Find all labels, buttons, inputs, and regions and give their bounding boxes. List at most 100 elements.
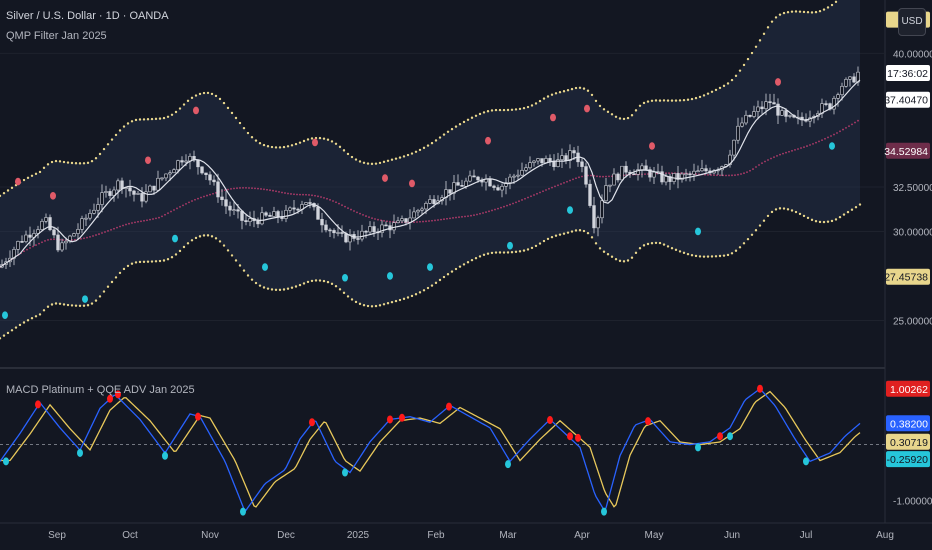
long-ma-dot: [305, 193, 307, 196]
upper-band-dot: [598, 104, 602, 108]
macd-sell-dot: [757, 384, 763, 393]
long-ma-dot: [413, 221, 415, 224]
candle-body: [432, 199, 436, 204]
long-ma-dot: [149, 218, 151, 221]
candle-body: [80, 218, 84, 230]
indicator-title: QMP Filter Jan 2025: [6, 30, 107, 42]
upper-band-dot: [130, 120, 134, 123]
lower-band-dot: [630, 256, 634, 259]
long-ma-dot: [455, 216, 457, 219]
upper-band-dot: [166, 115, 170, 118]
lower-band-dot: [562, 232, 566, 235]
upper-band-dot: [574, 86, 578, 90]
candle-body: [448, 189, 452, 194]
upper-band-dot: [566, 89, 570, 92]
candle-body: [552, 160, 556, 167]
lower-band-dot: [218, 240, 222, 243]
candle-body: [776, 103, 780, 116]
lower-band-dot: [26, 319, 30, 322]
macd-sell-dot: [717, 432, 723, 441]
long-ma-dot: [41, 241, 43, 244]
upper-band-dot: [790, 10, 794, 13]
candle-body: [332, 230, 336, 234]
upper-band-dot: [434, 139, 438, 142]
lower-band-dot: [558, 233, 562, 236]
upper-band-dot: [402, 155, 406, 158]
long-ma-dot: [575, 177, 577, 180]
lower-band-dot: [382, 303, 386, 306]
upper-band-dot: [826, 6, 830, 9]
upper-band-dot: [286, 145, 290, 148]
candle-body: [840, 85, 844, 95]
upper-band-dot: [190, 96, 194, 100]
lower-band-dot: [30, 317, 34, 320]
long-ma-dot: [365, 215, 367, 217]
macd-sell-dot: [309, 418, 315, 427]
long-ma-dot: [734, 174, 736, 176]
price-tag: 27.45738: [884, 268, 930, 285]
long-ma-dot: [857, 119, 859, 122]
buy-signal-dot: [427, 263, 433, 271]
candle-body: [224, 199, 228, 207]
currency-button[interactable]: USD: [898, 8, 926, 36]
long-ma-dot: [581, 175, 583, 178]
candle-body: [364, 230, 368, 233]
candle-body: [592, 205, 596, 229]
upper-band-dot: [554, 92, 558, 95]
macd-tag: -0.25920: [886, 451, 930, 468]
long-ma-dot: [80, 237, 82, 240]
candle-body: [604, 185, 608, 202]
upper-band-dot: [810, 11, 814, 14]
lower-band-dot: [542, 239, 546, 243]
upper-band-dot: [42, 166, 46, 170]
candle-body: [632, 173, 636, 175]
upper-band-dot: [250, 135, 254, 139]
lower-band-dot: [370, 305, 374, 308]
candle-body: [636, 169, 640, 175]
candle-body: [524, 167, 528, 171]
upper-band-dot: [430, 141, 434, 145]
upper-band-dot: [94, 156, 98, 160]
upper-band-dot: [518, 107, 522, 111]
lower-band-dot: [146, 260, 150, 263]
long-ma-dot: [500, 206, 502, 209]
long-ma-dot: [830, 135, 832, 137]
upper-band-dot: [594, 99, 598, 103]
long-ma-dot: [188, 201, 190, 204]
long-ma-dot: [797, 148, 799, 150]
long-ma-dot: [419, 220, 421, 223]
upper-band-dot: [162, 116, 166, 120]
upper-band-dot: [270, 145, 274, 149]
upper-band-dot: [126, 122, 130, 125]
long-ma-dot: [329, 198, 331, 201]
long-ma-dot: [275, 190, 277, 193]
long-ma-dot: [374, 218, 376, 220]
candle-body: [384, 224, 388, 227]
lower-band-dot: [762, 219, 766, 222]
candle-body: [316, 206, 320, 220]
long-ma-dot: [809, 144, 811, 146]
lower-band-dot: [674, 248, 678, 252]
candle-body: [92, 209, 96, 214]
candle-body: [788, 115, 792, 117]
upper-band-dot: [526, 105, 530, 109]
candle-body: [564, 155, 568, 161]
long-ma-dot: [485, 211, 487, 214]
sell-signal-dot: [584, 104, 590, 113]
time-axis-label: Sep: [48, 530, 66, 541]
long-ma-dot: [158, 216, 160, 219]
upper-band-dot: [674, 99, 678, 102]
long-ma-dot: [368, 216, 370, 219]
upper-band-dot: [726, 82, 730, 85]
long-ma-dot: [272, 189, 274, 192]
macd-buy-dot: [3, 457, 9, 466]
long-ma-dot: [155, 217, 157, 220]
upper-band-dot: [22, 178, 26, 182]
long-ma-dot: [461, 215, 463, 218]
long-ma-dot: [110, 228, 112, 231]
lower-band-dot: [22, 321, 26, 324]
candle-body: [120, 180, 124, 189]
upper-band-dot: [274, 146, 278, 149]
candle-body: [356, 238, 360, 240]
